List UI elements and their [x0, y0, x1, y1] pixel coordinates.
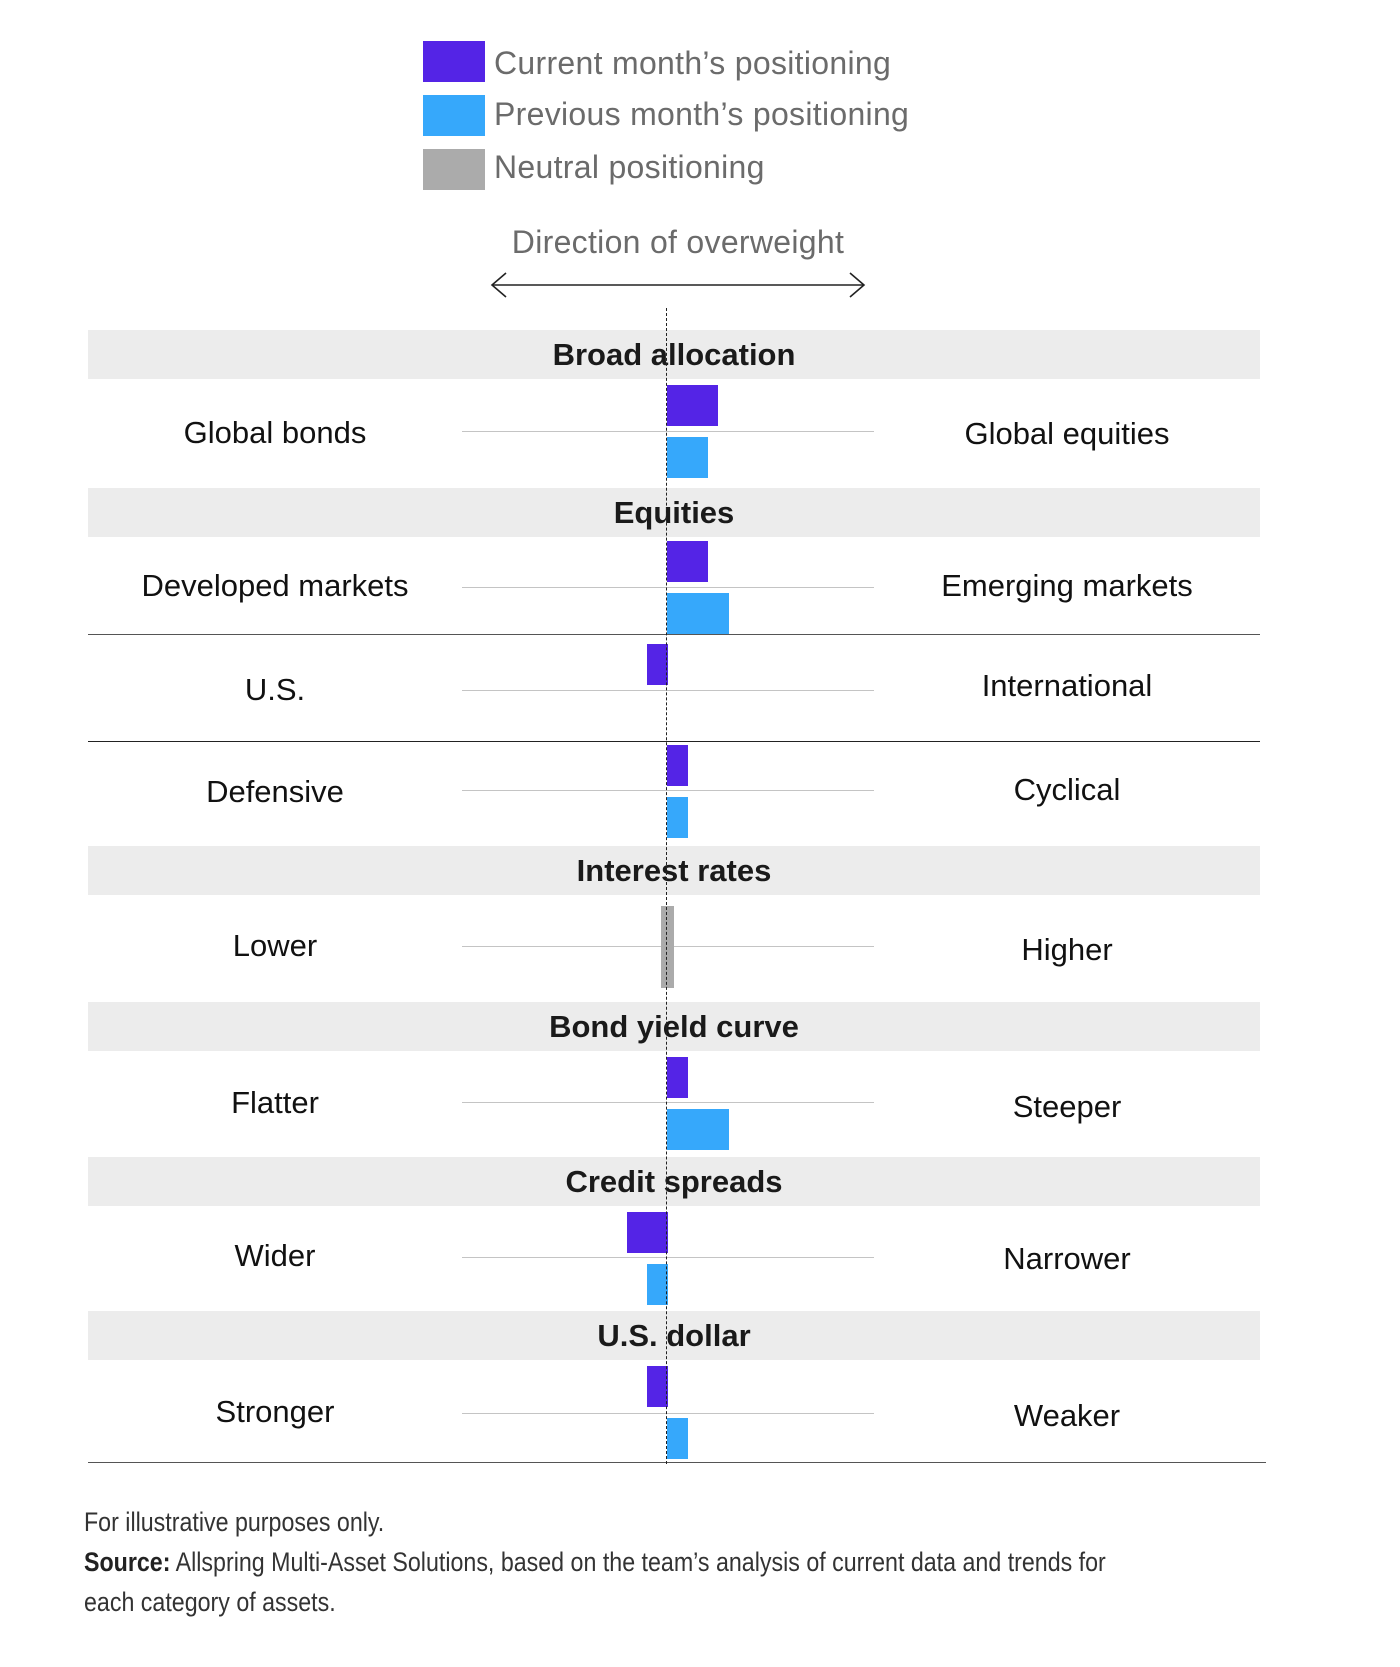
bar-current-curve [667, 1057, 688, 1098]
legend-label-previous: Previous month’s positioning [494, 96, 910, 132]
row-label-right: Emerging markets [941, 568, 1193, 603]
row-label-right: Global equities [964, 416, 1170, 451]
row-label-left: Lower [232, 928, 318, 963]
bar-neutral-rates [661, 906, 674, 988]
legend-swatch-neutral [423, 149, 485, 190]
neutral-center-line [666, 308, 667, 1464]
bar-current-global [667, 385, 718, 426]
row-separator [88, 634, 1260, 635]
double-arrow-icon [490, 272, 866, 298]
row-label-left: Stronger [215, 1394, 335, 1429]
bar-current-credit [627, 1212, 668, 1253]
row-separator [88, 741, 1260, 742]
section-header-broad-allocation: Broad allocation [88, 330, 1260, 379]
bar-current-def-cyc [667, 745, 688, 786]
bar-previous-dev-em [667, 593, 729, 634]
section-header-equities: Equities [88, 488, 1260, 537]
row-track [462, 790, 874, 791]
section-header-credit-spreads: Credit spreads [88, 1157, 1260, 1206]
bar-current-dev-em [667, 541, 708, 582]
row-label-left: Wider [234, 1238, 316, 1273]
row-label-right: Narrower [1003, 1241, 1131, 1276]
row-label-right: International [981, 668, 1153, 703]
row-label-right: Weaker [1013, 1398, 1121, 1433]
row-label-right: Cyclical [1013, 772, 1121, 807]
section-header-us-dollar: U.S. dollar [88, 1311, 1260, 1360]
bar-previous-curve [667, 1109, 729, 1150]
row-track [462, 1413, 874, 1414]
chart-bottom-rule [88, 1462, 1266, 1463]
bar-current-dollar [647, 1366, 668, 1407]
footer-illustrative: For illustrative purposes only. [84, 1507, 385, 1537]
direction-label: Direction of overweight [511, 224, 845, 260]
section-header-bond-yield-curve: Bond yield curve [88, 1002, 1260, 1051]
footer-source: Source: Allspring Multi-Asset Solutions,… [84, 1542, 1159, 1622]
source-text: Allspring Multi-Asset Solutions, based o… [84, 1547, 1106, 1617]
row-label-left: Flatter [231, 1085, 319, 1120]
legend-swatch-current [423, 41, 485, 82]
row-label-left: U.S. [244, 672, 306, 707]
bar-current-us-intl [647, 644, 668, 685]
row-label-right: Higher [1021, 932, 1113, 967]
row-label-right: Steeper [1012, 1089, 1122, 1124]
section-header-interest-rates: Interest rates [88, 846, 1260, 895]
row-track [462, 690, 874, 691]
row-track [462, 431, 874, 432]
row-track [462, 587, 874, 588]
bar-previous-dollar [667, 1418, 688, 1459]
row-track [462, 1102, 874, 1103]
row-label-left: Developed markets [141, 568, 409, 603]
footer-note: For illustrative purposes only. [84, 1502, 1159, 1542]
legend-swatch-previous [423, 95, 485, 136]
source-label: Source: [84, 1547, 171, 1577]
row-track [462, 1257, 874, 1258]
bar-previous-def-cyc [667, 797, 688, 838]
bar-previous-global [667, 437, 708, 478]
row-label-left: Global bonds [183, 415, 367, 450]
legend-label-neutral: Neutral positioning [494, 149, 765, 185]
legend-label-current: Current month’s positioning [494, 45, 892, 81]
bar-previous-credit [647, 1264, 668, 1305]
row-label-left: Defensive [206, 774, 344, 809]
